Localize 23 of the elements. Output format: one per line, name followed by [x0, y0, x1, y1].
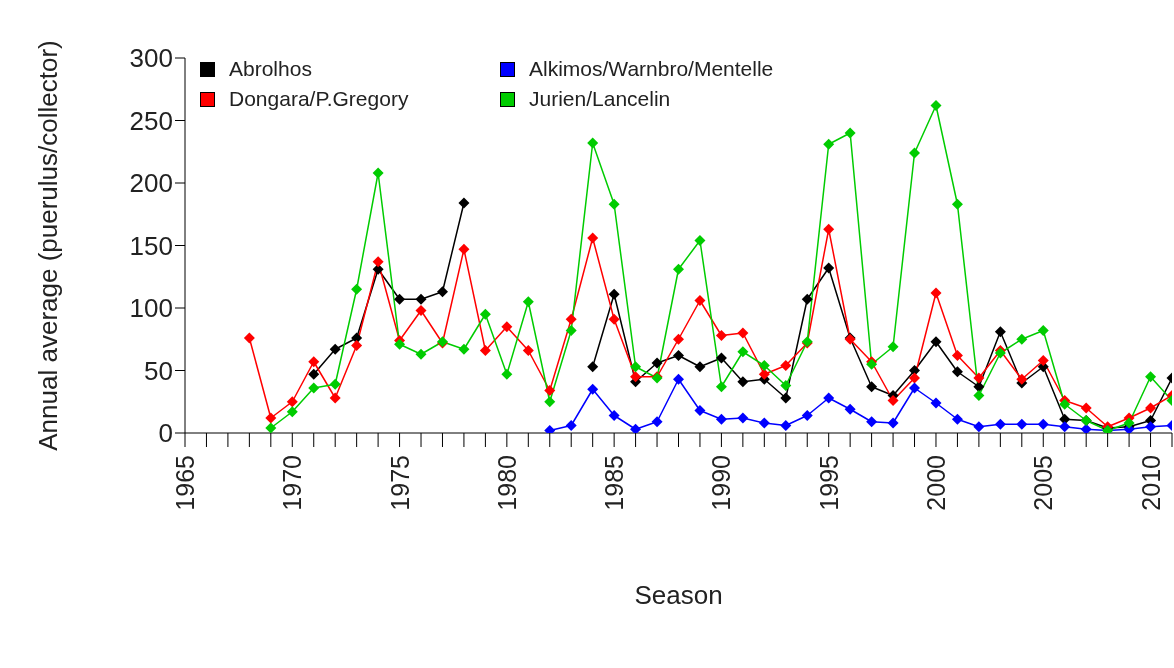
legend-label: Alkimos/Warnbro/Mentelle — [529, 56, 774, 82]
y-tick-label: 50 — [144, 355, 173, 386]
x-tick-label: 1965 — [171, 455, 199, 511]
x-tick-label: 1975 — [385, 455, 414, 511]
y-tick-label: 150 — [129, 230, 173, 261]
x-tick-label: 2010 — [1136, 455, 1165, 511]
x-axis-title: Season — [634, 580, 723, 610]
y-tick-label: 100 — [129, 293, 173, 324]
legend-label: Abrolhos — [229, 56, 312, 82]
legend-label: Jurien/Lancelin — [529, 86, 671, 112]
x-tick-label: 1990 — [707, 455, 736, 511]
x-tick-label: 2000 — [921, 455, 950, 511]
y-axis-title: Annual average (puerulus/collector) — [33, 40, 64, 451]
x-tick-label: 1985 — [600, 455, 629, 511]
x-tick-label: 2005 — [1029, 455, 1058, 511]
legend-label: Dongara/P.Gregory — [229, 86, 409, 112]
x-tick-label: 1995 — [814, 455, 843, 511]
y-tick-label: 250 — [129, 105, 173, 136]
y-tick-label: 200 — [129, 168, 173, 199]
x-tick-label: 1980 — [492, 455, 521, 511]
y-tick-label: 0 — [158, 418, 173, 449]
y-tick-label: 300 — [129, 43, 173, 74]
x-tick-label: 1970 — [278, 455, 307, 511]
